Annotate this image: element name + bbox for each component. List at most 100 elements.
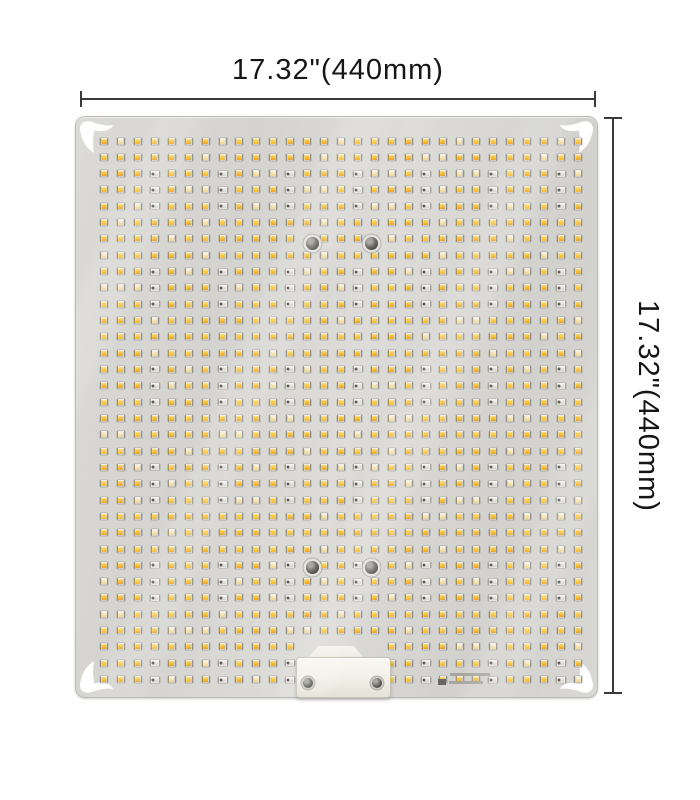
led-chip-red: [420, 480, 431, 487]
led-chip: [370, 284, 379, 292]
led-chip: [506, 235, 515, 243]
led-chip: [455, 480, 464, 488]
led-chip: [184, 251, 193, 259]
led-chip: [201, 512, 210, 520]
led-chip: [455, 512, 464, 520]
led-chip: [235, 627, 244, 635]
led-chip: [218, 219, 227, 227]
led-chip-red: [149, 594, 160, 601]
led-chip-red: [420, 268, 431, 275]
led-chip: [320, 545, 329, 553]
led-chip: [489, 431, 498, 439]
led-chip: [574, 202, 583, 210]
led-chip: [133, 349, 142, 357]
led-chip: [421, 137, 430, 145]
led-chip: [523, 431, 532, 439]
led-chip: [574, 676, 583, 684]
led-chip: [252, 268, 261, 276]
led-chip: [116, 202, 125, 210]
led-chip: [167, 561, 176, 569]
led-chip: [421, 512, 430, 520]
led-chip: [303, 251, 312, 259]
led-chip: [303, 627, 312, 635]
led-chip: [286, 235, 295, 243]
led-chip: [201, 414, 210, 422]
led-chip: [489, 137, 498, 145]
led-chip: [235, 447, 244, 455]
led-chip: [133, 545, 142, 553]
led-chip: [167, 545, 176, 553]
led-chip: [116, 235, 125, 243]
led-chip: [269, 561, 278, 569]
led-chip: [201, 300, 210, 308]
led-chip: [523, 545, 532, 553]
led-chip: [506, 414, 515, 422]
led-chip: [116, 643, 125, 651]
led-chip-red: [149, 382, 160, 389]
led-chip-red: [285, 464, 296, 471]
led-chip: [269, 431, 278, 439]
wire-connector-tab: [306, 646, 366, 660]
led-chip: [523, 398, 532, 406]
led-chip: [116, 659, 125, 667]
led-chip: [184, 627, 193, 635]
led-chip: [540, 137, 549, 145]
led-chip: [506, 170, 515, 178]
led-chip: [421, 529, 430, 537]
led-chip: [150, 529, 159, 537]
led-chip: [303, 512, 312, 520]
led-chip-red: [217, 497, 228, 504]
led-chip: [303, 137, 312, 145]
led-chip: [337, 382, 346, 390]
led-chip: [320, 235, 329, 243]
led-chip: [320, 561, 329, 569]
led-chip: [116, 594, 125, 602]
led-chip: [523, 349, 532, 357]
led-chip: [387, 594, 396, 602]
led-chip-red: [352, 497, 363, 504]
led-chip-red: [149, 676, 160, 683]
led-chip: [387, 529, 396, 537]
led-chip: [337, 137, 346, 145]
led-chip: [404, 659, 413, 667]
led-chip: [404, 317, 413, 325]
led-chip: [557, 137, 566, 145]
led-chip: [303, 447, 312, 455]
led-chip: [133, 153, 142, 161]
led-chip: [421, 643, 430, 651]
led-chip: [235, 153, 244, 161]
led-chip: [167, 317, 176, 325]
led-chip-red: [217, 399, 228, 406]
led-chip: [523, 235, 532, 243]
led-chip: [455, 463, 464, 471]
led-chip-red: [556, 203, 567, 210]
led-chip-red: [556, 301, 567, 308]
led-chip: [472, 284, 481, 292]
led-chip: [387, 431, 396, 439]
led-chip: [269, 496, 278, 504]
led-chip: [455, 170, 464, 178]
led-chip: [201, 186, 210, 194]
led-chip: [150, 153, 159, 161]
led-chip: [100, 447, 108, 455]
led-chip-red: [420, 660, 431, 667]
led-chip: [438, 643, 447, 651]
led-chip: [235, 300, 244, 308]
led-chip: [252, 512, 261, 520]
led-chip: [235, 268, 244, 276]
led-chip: [150, 545, 159, 553]
led-chip: [116, 480, 125, 488]
led-chip: [133, 659, 142, 667]
led-chip: [286, 545, 295, 553]
led-chip: [506, 300, 515, 308]
led-chip: [150, 414, 159, 422]
led-chip: [235, 643, 244, 651]
led-chip: [574, 235, 583, 243]
led-chip: [472, 480, 481, 488]
led-chip: [133, 137, 142, 145]
led-chip-red: [285, 203, 296, 210]
led-chip: [523, 610, 532, 618]
led-chip: [167, 170, 176, 178]
led-chip: [540, 382, 549, 390]
led-chip: [201, 268, 210, 276]
